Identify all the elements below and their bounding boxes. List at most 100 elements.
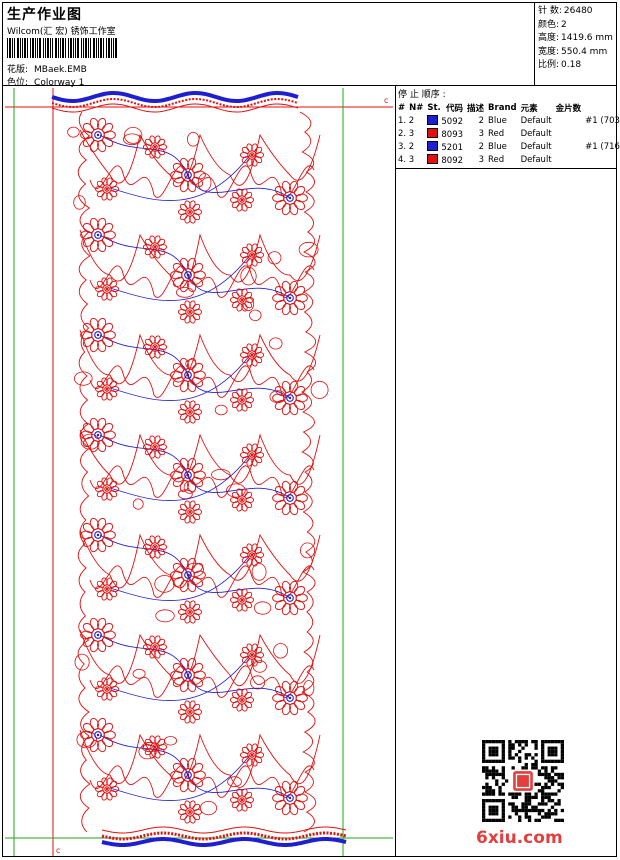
large-flower-dot	[288, 596, 292, 600]
large-flower-petal	[101, 136, 114, 147]
small-flower-petal	[96, 590, 105, 598]
small-flower-petal	[96, 390, 105, 398]
small-flower-petal	[239, 551, 249, 559]
col-element: 元素	[520, 103, 538, 114]
small-flower-petal	[179, 503, 188, 511]
small-flower-ring	[247, 550, 257, 560]
stops-table-bottom	[395, 168, 617, 169]
small-flower-petal	[179, 813, 188, 821]
large-flower-dot	[186, 573, 190, 577]
small-flower-petal	[231, 501, 240, 509]
small-flower-petal	[193, 408, 203, 416]
small-flower-ring	[237, 595, 247, 605]
small-flower-petal	[179, 513, 188, 521]
stop-stitch: 2	[478, 115, 485, 126]
large-flower-ring	[283, 391, 297, 405]
vine-loop	[253, 601, 272, 615]
spec-colors: 颜色: 2	[538, 19, 567, 30]
vine-curve	[79, 129, 321, 186]
large-flower-center	[94, 531, 102, 539]
small-flower-petal	[96, 490, 105, 498]
vine-loop	[273, 643, 289, 659]
large-flower-petal	[274, 486, 287, 497]
small-flower-dot	[250, 253, 254, 257]
vine-loop	[74, 653, 90, 671]
small-flower-petal	[157, 238, 166, 246]
small-flower-petal	[239, 451, 249, 459]
small-flower-center	[152, 144, 158, 150]
large-flower-dot	[288, 696, 292, 700]
small-flower-dot	[240, 698, 244, 702]
small-flower-dot	[240, 298, 244, 302]
stop-brand: Default	[520, 154, 552, 165]
small-flower-petal	[109, 680, 118, 688]
small-flower-petal	[231, 791, 240, 799]
large-flower-petal	[101, 336, 114, 347]
large-flower-ring	[91, 228, 105, 242]
large-flower-ring	[283, 191, 297, 205]
small-flower-ring	[150, 242, 160, 252]
stop-index: 3. 2	[398, 141, 415, 152]
large-flower-ring	[91, 428, 105, 442]
small-flower-petal	[144, 538, 153, 546]
large-flower-center	[94, 431, 102, 439]
small-flower-ring	[237, 695, 247, 705]
large-flower-ring	[181, 568, 195, 582]
large-flower-petal	[274, 199, 287, 210]
col-desc: 描述	[467, 103, 485, 114]
small-flower-petal	[255, 151, 265, 159]
small-flower-petal	[177, 208, 187, 216]
large-flower-ring	[181, 668, 195, 682]
thread-color-swatch	[427, 153, 439, 164]
small-flower-dot	[153, 445, 157, 449]
small-flower-petal	[254, 746, 263, 754]
small-flower-petal	[231, 191, 240, 199]
large-flower-dot	[288, 396, 292, 400]
small-flower-petal	[109, 390, 118, 398]
small-flower-petal	[254, 556, 263, 564]
vine-loop	[73, 195, 86, 210]
large-flower-center	[94, 731, 102, 739]
stop-seq	[584, 153, 620, 166]
large-flower-petal	[274, 299, 287, 310]
small-flower-center	[249, 252, 255, 258]
large-flower-ring	[91, 628, 105, 642]
large-flower-center	[286, 194, 294, 202]
small-flower-petal	[109, 780, 118, 788]
small-flower-dot	[250, 653, 254, 657]
large-flower-center	[184, 271, 192, 279]
large-flower-petal	[82, 336, 95, 347]
small-flower-ring	[185, 307, 195, 317]
small-flower-center	[249, 152, 255, 158]
large-flower-ring	[181, 468, 195, 482]
large-flower-petal	[191, 776, 204, 787]
large-flower-dot	[288, 796, 292, 800]
small-flower-ring	[102, 384, 112, 394]
top-scallop-border-edge	[51, 103, 299, 113]
vine-curve	[79, 229, 321, 289]
small-flower-petal	[244, 191, 253, 199]
small-flower-center	[239, 797, 245, 803]
small-flower-center	[249, 752, 255, 758]
large-flower-dot	[186, 773, 190, 777]
small-flower-petal	[231, 391, 240, 399]
stop-row: 4. 3 8092 3 Red Default	[397, 153, 620, 166]
small-flower-petal	[192, 303, 201, 311]
small-flower-petal	[177, 708, 187, 716]
small-flower-center	[187, 209, 193, 215]
small-flower-petal	[229, 796, 239, 804]
page-title: 生产作业图	[7, 7, 82, 23]
small-flower-ring	[185, 707, 195, 717]
large-flower-petal	[82, 636, 95, 647]
stop-row: 2. 3 8093 3 Red Default	[397, 127, 620, 140]
large-flower-petal	[101, 523, 114, 534]
large-flower-center	[286, 694, 294, 702]
design-file-value: MBaek.EMB	[34, 65, 87, 75]
stop-elem	[555, 114, 585, 127]
small-flower-petal	[192, 813, 201, 821]
small-flower-petal	[229, 196, 239, 204]
small-flower-petal	[179, 403, 188, 411]
small-flower-center	[152, 344, 158, 350]
large-flower-petal	[274, 799, 287, 810]
small-flower-petal	[239, 151, 249, 159]
